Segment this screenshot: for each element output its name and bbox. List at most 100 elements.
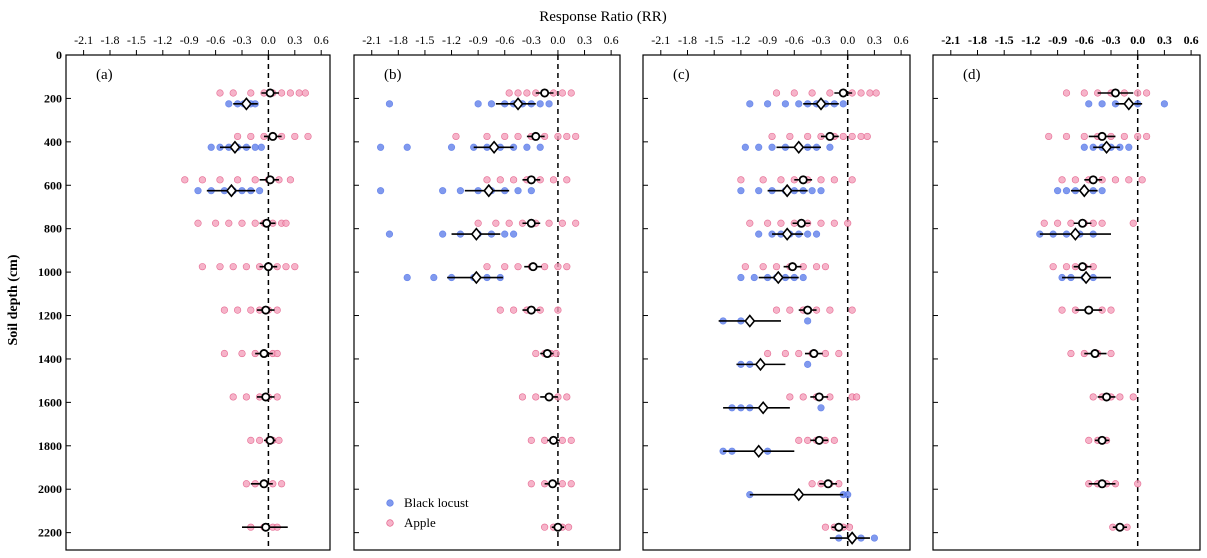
x-tick-label: -1.8	[389, 33, 408, 47]
apple-point	[483, 132, 491, 141]
apple-mean-marker	[548, 479, 558, 489]
apple-point	[558, 480, 566, 488]
black-locust-point	[447, 143, 456, 151]
black-locust-point	[817, 187, 825, 195]
apple-point	[857, 89, 865, 97]
apple-point	[501, 132, 509, 141]
x-tick-label: -1.2	[731, 33, 750, 47]
apple-point	[181, 176, 189, 184]
y-tick-label: 1600	[38, 395, 62, 409]
apple-point	[518, 393, 527, 401]
black-locust-point	[755, 187, 763, 195]
apple-point	[1058, 176, 1066, 184]
black-locust-point	[741, 143, 749, 151]
apple-point	[863, 132, 871, 141]
apple-point	[567, 436, 575, 444]
black-locust-point	[781, 100, 790, 108]
apple-point	[256, 436, 264, 444]
apple-point	[572, 219, 580, 227]
apple-point	[1062, 263, 1071, 271]
apple-mean-marker	[549, 435, 559, 445]
apple-mean-marker	[531, 131, 541, 141]
apple-mean-marker	[528, 262, 538, 272]
apple-point	[1125, 176, 1133, 184]
apple-point	[1142, 89, 1151, 97]
black-locust-point	[225, 100, 233, 108]
black-locust-mean-marker	[781, 183, 793, 198]
black-locust-point	[1080, 143, 1088, 151]
apple-point	[532, 349, 540, 358]
black-locust-mean-marker	[754, 357, 767, 372]
black-locust-mean-marker	[483, 183, 495, 198]
x-tick-label: -0.3	[522, 33, 541, 47]
apple-mean-marker	[265, 175, 275, 185]
x-tick-label: -0.6	[1075, 33, 1094, 47]
black-locust-point	[844, 491, 852, 499]
panel-3: -2.1 -1.8 -1.5 -1.2 -0.9 -0.6 -0.3 0.0 0.3 0.6 (c)	[642, 33, 911, 551]
black-locust-point	[439, 187, 447, 195]
legend: Black locust Apple	[386, 495, 469, 530]
apple-point	[282, 263, 290, 271]
x-tick-label: 0.6	[894, 33, 909, 47]
apple-point	[286, 176, 295, 184]
apple-mean-marker	[261, 392, 271, 402]
y-tick-label: 600	[44, 178, 62, 192]
black-locust-point	[839, 100, 847, 108]
apple-point	[282, 219, 290, 227]
x-tick-label: -1.2	[1021, 33, 1040, 47]
apple-point	[1107, 306, 1115, 314]
apple-point	[1062, 132, 1071, 141]
black-locust-point	[523, 143, 531, 151]
apple-point	[1129, 393, 1137, 401]
black-locust-point	[439, 230, 447, 238]
apple-point	[563, 176, 571, 184]
apple-mean-marker	[1088, 175, 1098, 185]
apple-mean-marker	[1102, 392, 1112, 402]
plot-frame	[642, 54, 911, 551]
black-locust-mean-marker	[772, 270, 784, 285]
black-locust-point	[385, 100, 394, 108]
legend-entry: Black locust	[404, 495, 469, 510]
black-locust-point	[456, 187, 465, 195]
x-tick-label: 0.3	[577, 33, 592, 47]
apple-point	[1111, 176, 1120, 184]
apple-point	[247, 132, 255, 141]
black-locust-point	[1098, 187, 1106, 195]
apple-mean-marker	[838, 88, 848, 98]
x-tick-label: -2.1	[941, 33, 960, 47]
black-locust-point	[826, 143, 834, 151]
apple-point	[216, 176, 224, 184]
apple-point	[483, 263, 491, 271]
apple-mean-marker	[268, 131, 278, 141]
black-locust-mean-marker	[488, 140, 500, 155]
black-locust-point	[763, 100, 772, 108]
black-locust-point	[403, 143, 411, 151]
apple-point	[225, 219, 233, 227]
y-tick-label: 1400	[38, 352, 62, 366]
apple-mean-marker	[809, 349, 819, 359]
apple-point	[273, 393, 281, 401]
black-locust-mean-marker	[1101, 140, 1113, 155]
apple-point	[821, 263, 830, 271]
apple-point	[772, 263, 781, 271]
apple-point	[212, 219, 220, 227]
apple-point	[790, 89, 798, 97]
apple-point	[509, 176, 518, 184]
y-tick-label: 1800	[38, 439, 62, 453]
x-tick-label: 0.0	[550, 33, 565, 47]
x-tick-label: -0.9	[180, 33, 199, 47]
plot-frame	[65, 54, 331, 551]
black-locust-mean-marker	[757, 401, 769, 415]
apple-mean-marker	[1090, 349, 1100, 359]
apple-point	[1067, 219, 1075, 227]
apple-point	[781, 349, 790, 358]
black-locust-point	[257, 143, 265, 151]
apple-point	[795, 349, 803, 358]
black-locust-mean-marker	[229, 140, 241, 155]
apple-point	[848, 132, 856, 141]
apple-point	[558, 436, 566, 444]
apple-point	[768, 132, 776, 141]
apple-point	[194, 219, 202, 227]
apple-point	[483, 176, 491, 184]
black-locust-mean-marker	[225, 183, 237, 198]
